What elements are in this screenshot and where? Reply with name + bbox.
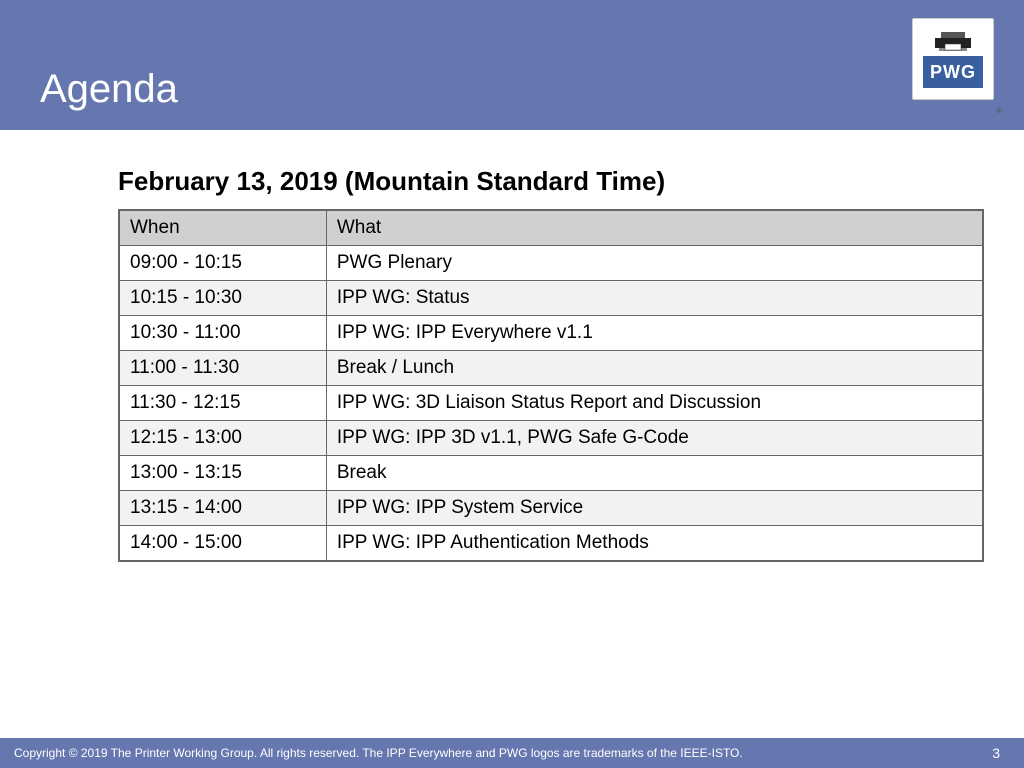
slide: Agenda PWG ® February 13, 2019 (Mountain… — [0, 0, 1024, 768]
cell-when: 13:15 - 14:00 — [119, 491, 326, 526]
table-row: 10:15 - 10:30IPP WG: Status — [119, 281, 983, 316]
table-row: 10:30 - 11:00IPP WG: IPP Everywhere v1.1 — [119, 316, 983, 351]
pwg-logo: PWG — [912, 18, 994, 100]
cell-what: IPP WG: Status — [326, 281, 983, 316]
cell-when: 09:00 - 10:15 — [119, 246, 326, 281]
cell-what: Break / Lunch — [326, 351, 983, 386]
printer-icon — [933, 30, 973, 52]
table-row: 09:00 - 10:15PWG Plenary — [119, 246, 983, 281]
date-subtitle: February 13, 2019 (Mountain Standard Tim… — [118, 166, 984, 197]
cell-what: PWG Plenary — [326, 246, 983, 281]
cell-when: 10:15 - 10:30 — [119, 281, 326, 316]
table-row: 14:00 - 15:00IPP WG: IPP Authentication … — [119, 526, 983, 562]
table-row: 11:00 - 11:30Break / Lunch — [119, 351, 983, 386]
cell-when: 10:30 - 11:00 — [119, 316, 326, 351]
table-row: 13:15 - 14:00IPP WG: IPP System Service — [119, 491, 983, 526]
table-row: 13:00 - 13:15Break — [119, 456, 983, 491]
cell-when: 13:00 - 13:15 — [119, 456, 326, 491]
cell-what: IPP WG: IPP Authentication Methods — [326, 526, 983, 562]
cell-when: 11:30 - 12:15 — [119, 386, 326, 421]
cell-when: 14:00 - 15:00 — [119, 526, 326, 562]
registered-mark: ® — [996, 106, 1002, 115]
footer-copyright: Copyright © 2019 The Printer Working Gro… — [14, 746, 743, 760]
agenda-table: When What 09:00 - 10:15PWG Plenary10:15 … — [118, 209, 984, 562]
cell-what: IPP WG: 3D Liaison Status Report and Dis… — [326, 386, 983, 421]
col-header-when: When — [119, 210, 326, 246]
header-band: Agenda PWG ® — [0, 0, 1024, 130]
cell-what: IPP WG: IPP Everywhere v1.1 — [326, 316, 983, 351]
table-header-row: When What — [119, 210, 983, 246]
table-row: 11:30 - 12:15IPP WG: 3D Liaison Status R… — [119, 386, 983, 421]
footer-page-number: 3 — [992, 745, 1000, 761]
content-area: February 13, 2019 (Mountain Standard Tim… — [0, 130, 1024, 562]
cell-when: 12:15 - 13:00 — [119, 421, 326, 456]
cell-when: 11:00 - 11:30 — [119, 351, 326, 386]
cell-what: Break — [326, 456, 983, 491]
col-header-what: What — [326, 210, 983, 246]
cell-what: IPP WG: IPP 3D v1.1, PWG Safe G-Code — [326, 421, 983, 456]
footer-band: Copyright © 2019 The Printer Working Gro… — [0, 738, 1024, 768]
slide-title: Agenda — [40, 67, 178, 112]
pwg-logo-text: PWG — [923, 56, 983, 88]
table-row: 12:15 - 13:00IPP WG: IPP 3D v1.1, PWG Sa… — [119, 421, 983, 456]
cell-what: IPP WG: IPP System Service — [326, 491, 983, 526]
